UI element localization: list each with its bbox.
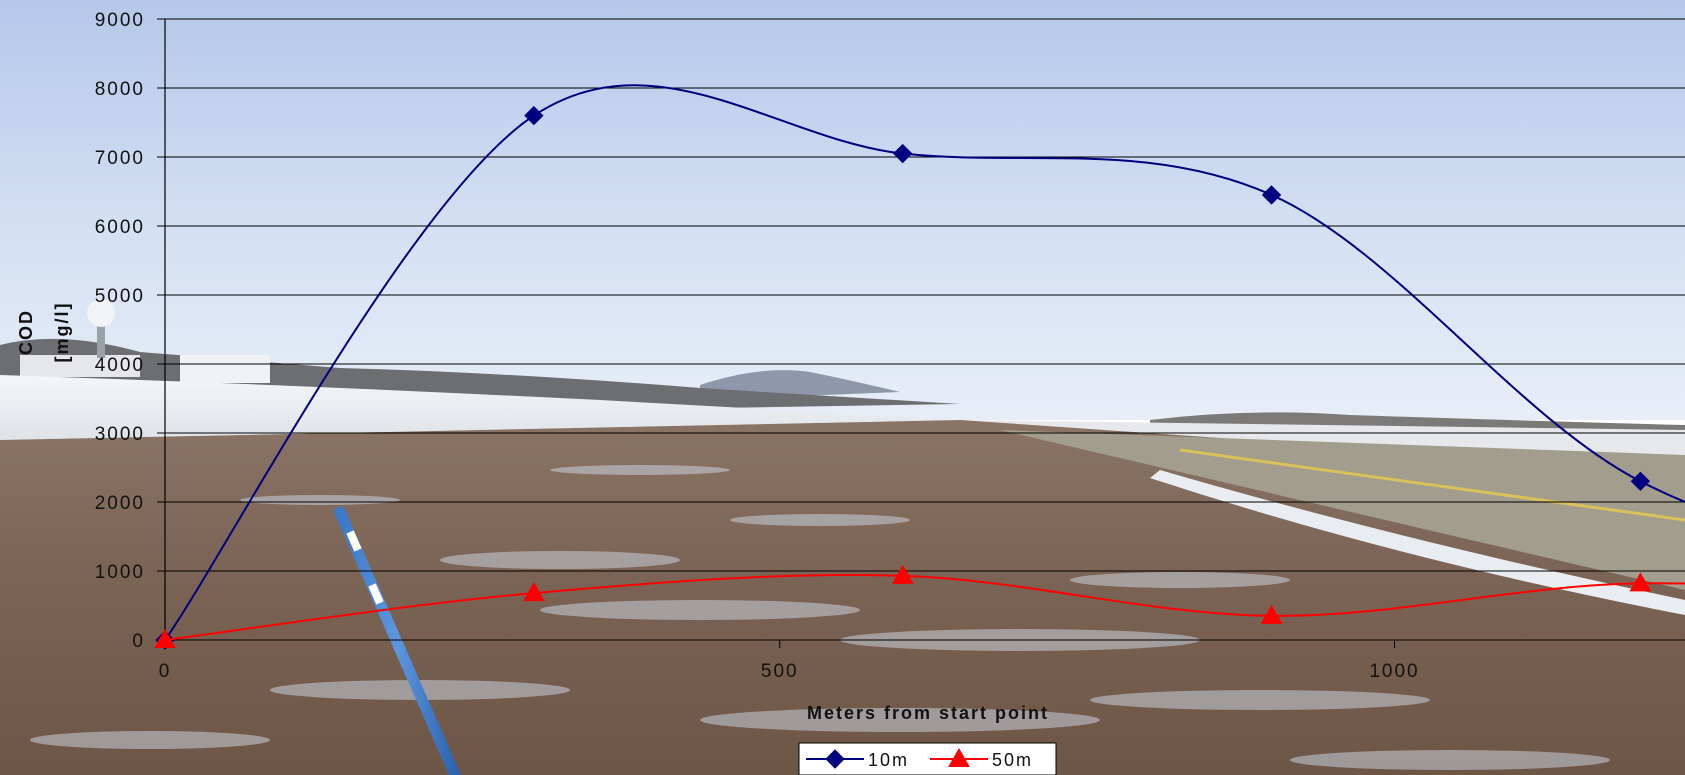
legend-label-10m: 10m — [868, 750, 909, 770]
data-point-50m-600 — [891, 564, 914, 584]
data-point-10m-1200 — [1630, 471, 1651, 492]
y-axis-title-line-1: COD — [16, 309, 36, 355]
left-building-2 — [20, 355, 140, 377]
legend-marker-50m — [948, 747, 970, 767]
legend-marker-10m — [825, 749, 845, 769]
series-50m — [154, 564, 1685, 648]
y-axis-title-line-2: [mg/l] — [52, 302, 72, 363]
series-10m — [155, 84, 1685, 650]
y-tick-label-0: 0 — [132, 631, 145, 652]
series-line-10m — [164, 84, 1685, 641]
snow-field-left — [0, 375, 960, 440]
legend-item-10m: 10m — [806, 749, 909, 770]
y-tick-label-5000: 5000 — [95, 286, 145, 307]
data-point-50m-0 — [154, 628, 176, 648]
water-tower-tank — [87, 299, 115, 327]
taxiway-yellow-line — [1179, 448, 1685, 522]
sampling-pole-marking-2 — [368, 583, 384, 605]
y-tick-label-1000: 1000 — [95, 562, 145, 583]
gridlines — [165, 18, 1685, 641]
series-line-50m — [164, 574, 1685, 641]
sampling-pole — [334, 506, 461, 775]
series — [154, 84, 1685, 650]
paved-taxiway — [1000, 430, 1685, 590]
y-tick-label-3000: 3000 — [95, 424, 145, 445]
sampling-pole-marking — [346, 530, 362, 552]
data-point-50m-300 — [522, 582, 545, 602]
data-point-10m-600 — [892, 143, 913, 164]
data-point-50m-1200 — [1629, 572, 1652, 592]
x-tick-label-1000: 1000 — [1369, 661, 1419, 682]
data-point-10m-900 — [1261, 185, 1282, 205]
y-axis-title: COD [mg/l] — [16, 302, 72, 363]
y-tick-label-4000: 4000 — [95, 355, 145, 376]
sky — [0, 0, 1685, 420]
y-tick-label-6000: 6000 — [95, 217, 145, 238]
y-tick-label-7000: 7000 — [95, 148, 145, 169]
legend-item-50m: 50m — [930, 747, 1033, 770]
y-tick-label-2000: 2000 — [95, 493, 145, 514]
legend: 10m 50m — [798, 742, 1057, 775]
x-tick-label-500: 500 — [761, 661, 799, 682]
data-point-50m-900 — [1260, 604, 1283, 624]
y-tick-label-8000: 8000 — [95, 79, 145, 100]
axes: 0 1000 2000 3000 4000 5000 6000 7000 8000 9000 0 50… — [95, 10, 1419, 682]
x-axis-title: Meters from start point — [807, 703, 1049, 723]
x-tick-label-0: 0 — [159, 661, 172, 682]
data-point-10m-300 — [524, 105, 544, 126]
snow-edge-strip — [1150, 470, 1685, 615]
water-tower-leg — [97, 318, 105, 358]
left-building — [180, 355, 270, 383]
legend-label-50m: 50m — [992, 750, 1033, 770]
y-tick-label-9000: 9000 — [95, 10, 145, 31]
